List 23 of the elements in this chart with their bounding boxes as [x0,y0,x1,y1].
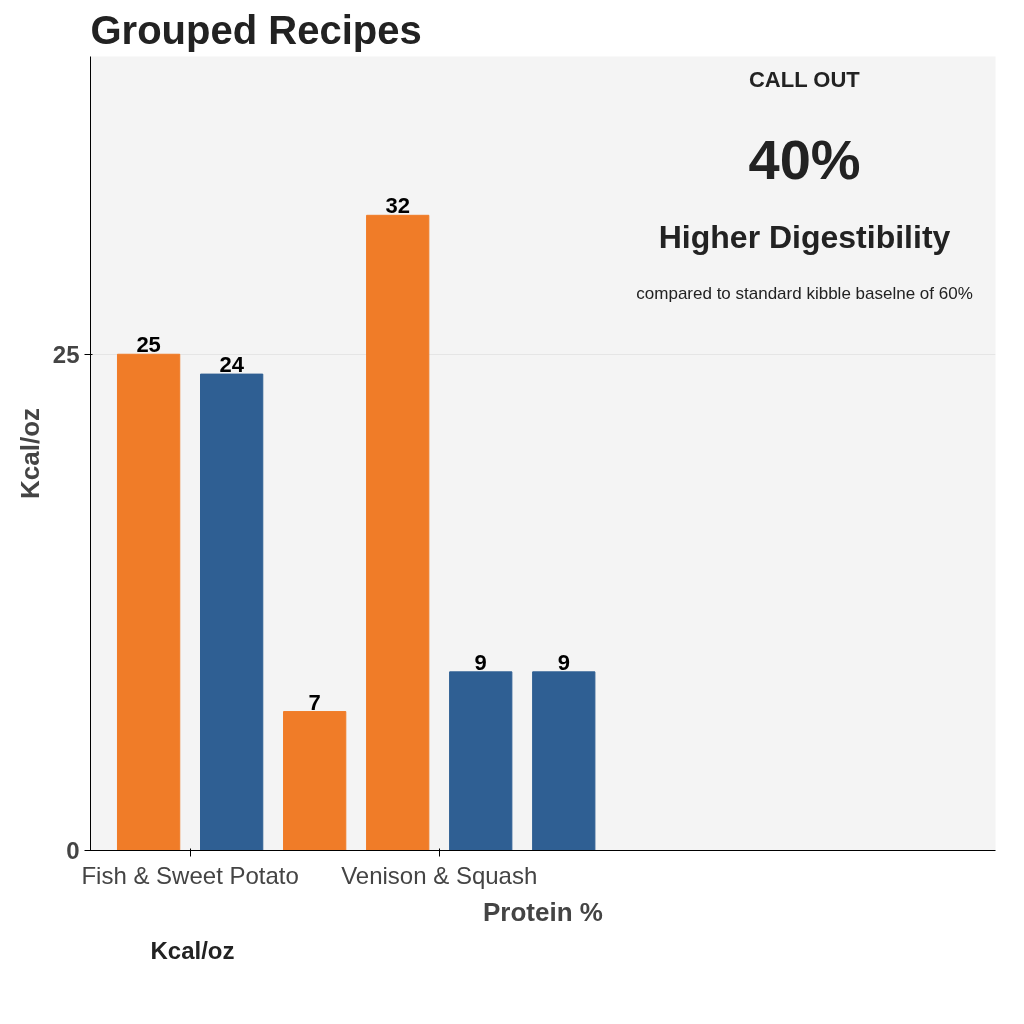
text: Kcal/oz [150,936,235,964]
bar [200,373,264,851]
x-axis-title: Protein % [483,896,603,927]
bar [366,214,430,851]
bar [449,671,513,851]
x-tick-label: Fish & Sweet Potato [81,861,299,889]
data-label: 32 [385,193,410,219]
text: CALL OUT [748,67,861,93]
bar [116,353,181,851]
bar [532,671,596,851]
text: Higher Digestibility [658,219,951,255]
y-axis-title: Kcal/oz [14,407,45,500]
data-label: 25 [136,332,161,358]
x-tick-label: Venison & Squash [341,861,538,889]
bar [283,711,347,851]
chart-title: Grouped Recipes [90,7,422,52]
annotation: compared to standard kibble baselne of 60% [636,283,973,303]
y-tick-label: 0 [66,837,80,864]
text: 40% [748,128,861,192]
data-label: 9 [474,649,487,675]
data-label: 9 [557,649,570,675]
data-label: 7 [308,689,321,715]
data-label: 24 [219,352,245,378]
